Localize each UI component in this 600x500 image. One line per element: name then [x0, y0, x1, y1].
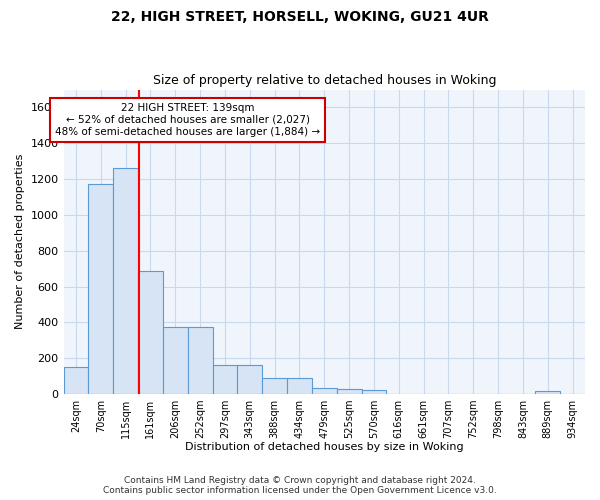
- Text: 22, HIGH STREET, HORSELL, WOKING, GU21 4UR: 22, HIGH STREET, HORSELL, WOKING, GU21 4…: [111, 10, 489, 24]
- Bar: [262, 378, 287, 394]
- Bar: [113, 168, 138, 394]
- Bar: [88, 184, 113, 394]
- Bar: [312, 388, 337, 394]
- Y-axis label: Number of detached properties: Number of detached properties: [15, 154, 25, 330]
- Bar: [188, 327, 212, 394]
- Bar: [287, 378, 312, 394]
- Bar: [64, 367, 88, 394]
- Bar: [163, 327, 188, 394]
- Bar: [362, 390, 386, 394]
- Text: 22 HIGH STREET: 139sqm
← 52% of detached houses are smaller (2,027)
48% of semi-: 22 HIGH STREET: 139sqm ← 52% of detached…: [55, 104, 320, 136]
- Bar: [138, 272, 163, 394]
- X-axis label: Distribution of detached houses by size in Woking: Distribution of detached houses by size …: [185, 442, 464, 452]
- Bar: [535, 392, 560, 394]
- Text: Contains HM Land Registry data © Crown copyright and database right 2024.
Contai: Contains HM Land Registry data © Crown c…: [103, 476, 497, 495]
- Title: Size of property relative to detached houses in Woking: Size of property relative to detached ho…: [152, 74, 496, 87]
- Bar: [337, 390, 362, 394]
- Bar: [238, 366, 262, 394]
- Bar: [212, 366, 238, 394]
